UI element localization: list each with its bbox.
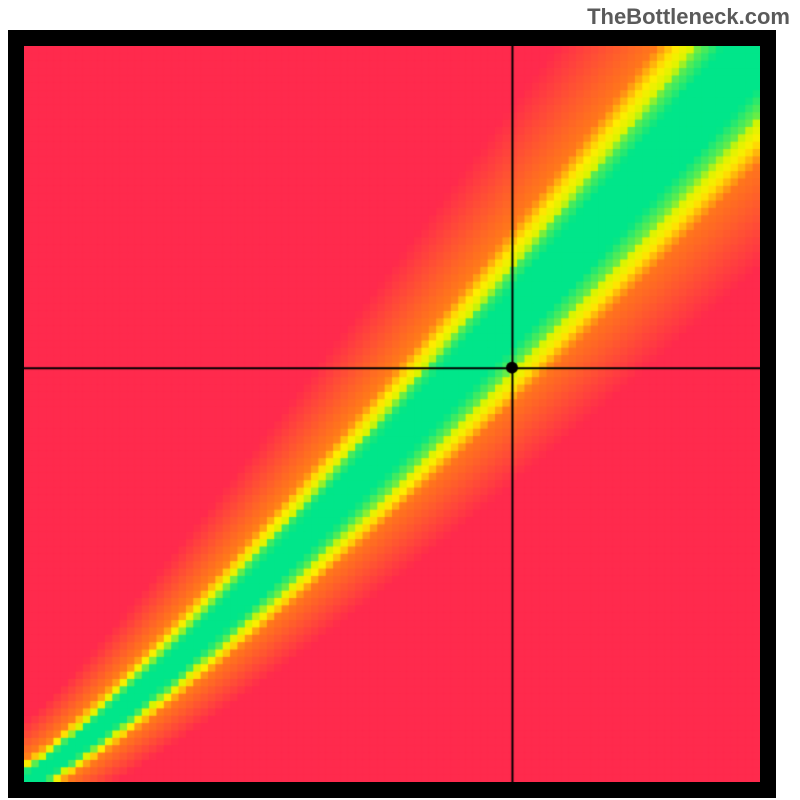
watermark-text: TheBottleneck.com (587, 4, 790, 30)
crosshair-overlay (24, 46, 760, 782)
chart-container: TheBottleneck.com (0, 0, 800, 800)
